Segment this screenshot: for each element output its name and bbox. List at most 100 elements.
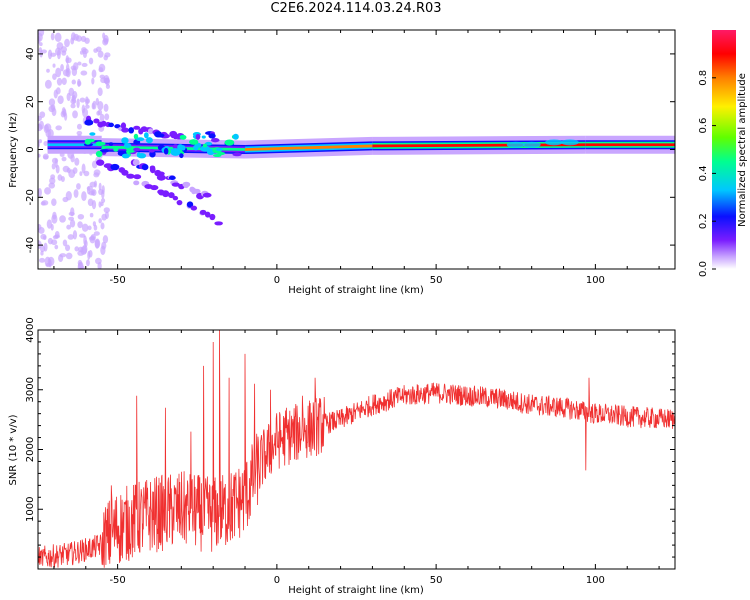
noise-blob [61, 77, 67, 85]
noise-blob [103, 207, 110, 213]
ridge-band [245, 144, 373, 151]
noise-blob [39, 120, 44, 130]
noise-blob [66, 92, 71, 102]
branch-blob [157, 189, 164, 195]
noise-blob [82, 50, 87, 59]
ridge-blob [210, 137, 220, 143]
ridge-blob [145, 137, 153, 144]
noise-blob [87, 198, 94, 207]
ridge-blob [98, 142, 106, 146]
ridge-blob [202, 143, 208, 148]
noise-blob [57, 95, 64, 105]
noise-blob [81, 62, 88, 68]
noise-blob [97, 87, 103, 97]
y-tick-label: -20 [25, 189, 36, 205]
ridge-blob [177, 144, 184, 151]
bright-blob [560, 139, 579, 146]
snr-panel: -50 0 50 100 1000 2000 3000 4000 Height of stra… [8, 317, 676, 596]
ridge-blob [224, 139, 235, 146]
branch-blob [108, 122, 115, 128]
x-tick-label: 50 [430, 275, 443, 286]
x-tick-label: -50 [109, 575, 125, 586]
noise-blob [44, 79, 52, 89]
noise-blob [54, 158, 58, 168]
ridge-blob [195, 133, 201, 140]
noise-blob [43, 155, 49, 160]
noise-blob [88, 250, 93, 258]
y-tick-label: 2000 [25, 437, 36, 462]
noise-blob [57, 174, 63, 181]
ridge-blob [201, 135, 206, 139]
noise-blob [62, 196, 69, 203]
noise-blob [38, 139, 43, 144]
y-tick-label: 40 [25, 48, 36, 61]
noise-blob [80, 35, 87, 43]
snr-content [38, 330, 675, 569]
noise-blob [65, 55, 69, 64]
colorbar-gradient [712, 30, 736, 269]
noise-blob [100, 198, 106, 204]
noise-blob [79, 233, 86, 238]
noise-blob [105, 83, 111, 89]
noise-blob [75, 35, 83, 42]
noise-blob [76, 130, 83, 136]
noise-blob [51, 198, 57, 206]
noise-blob [91, 77, 95, 85]
noise-blob [55, 47, 62, 56]
noise-blob [99, 74, 106, 79]
ridge-blob [136, 152, 141, 158]
noise-blob [55, 67, 62, 78]
noise-blob [38, 153, 41, 158]
noise-blob [66, 224, 72, 230]
noise-blob [60, 64, 64, 72]
noise-blob [71, 79, 76, 85]
noise-blob [95, 46, 102, 52]
branch-blob [191, 188, 199, 194]
branch-blob [110, 163, 120, 171]
y-tick-label: 0 [25, 146, 36, 152]
noise-blob [88, 57, 94, 65]
noise-blob [100, 245, 106, 256]
noise-blob [80, 70, 88, 76]
branch-blob [147, 128, 154, 135]
noise-blob [102, 235, 109, 244]
y-tick-label: 4000 [25, 317, 36, 342]
colorbar: 0.0 0.2 0.4 0.6 0.8 Normalized spectral ampl… [698, 30, 748, 277]
x-tick-label: 100 [586, 575, 605, 586]
y-tick-label: 20 [25, 95, 36, 108]
noise-blob [68, 216, 75, 221]
noise-blob [77, 61, 82, 66]
ridge-blob [84, 138, 92, 145]
noise-blob [70, 207, 75, 217]
noise-blob [82, 108, 89, 118]
noise-blob [102, 38, 109, 46]
bright-blob [522, 141, 541, 148]
bright-blob [544, 139, 563, 146]
noise-blob [43, 140, 48, 146]
noise-blob [98, 218, 102, 224]
noise-blob [88, 236, 95, 241]
ridge-blob [172, 144, 179, 150]
branch-blob [168, 175, 176, 181]
noise-blob [67, 234, 74, 240]
ridge-blob [143, 132, 149, 139]
noise-blob [79, 265, 85, 269]
branch-blob [141, 163, 149, 171]
ridge-blob [89, 132, 96, 136]
noise-blob [87, 225, 92, 231]
noise-blob [61, 156, 67, 162]
noise-blob [54, 230, 60, 238]
branch-blob [171, 182, 180, 187]
branch-blob [93, 118, 100, 124]
ridge-blob [170, 149, 181, 156]
noise-blob [93, 180, 98, 188]
noise-blob [99, 113, 105, 122]
branch-blob [133, 125, 141, 130]
ridge-blob [163, 147, 169, 155]
branch-blob [183, 183, 189, 189]
noise-blob [85, 104, 90, 109]
ridge-blob [232, 133, 239, 140]
branch-blob [168, 192, 175, 199]
noise-blob [51, 107, 57, 117]
noise-blob [71, 94, 76, 104]
